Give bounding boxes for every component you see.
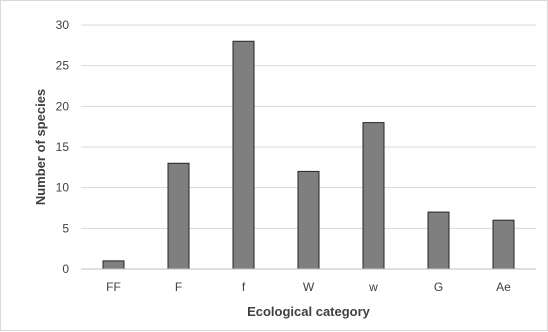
y-tick-label: 5: [62, 221, 69, 235]
bar-G: [427, 211, 450, 270]
x-tick-label: G: [434, 280, 443, 294]
x-tick-label: F: [175, 280, 182, 294]
bar-Ae: [492, 219, 515, 270]
bar-w: [362, 122, 385, 270]
x-tick-label: W: [303, 280, 315, 294]
y-tick-label: 15: [56, 140, 70, 154]
bar-FF: [102, 260, 125, 270]
x-axis-title: Ecological category: [247, 304, 371, 319]
y-tick-label: 0: [62, 262, 69, 276]
x-tick-label: FF: [106, 280, 121, 294]
bar-F: [167, 162, 190, 270]
y-tick-label: 10: [56, 181, 70, 195]
y-tick-labels: 0 5 10 15 20 25 30: [56, 18, 70, 276]
y-axis-title: Number of species: [33, 89, 48, 205]
bar-W: [297, 170, 320, 270]
x-tick-label: Ae: [496, 280, 511, 294]
y-tick-label: 30: [56, 18, 70, 32]
x-tick-label: f: [242, 280, 246, 294]
x-tick-label: w: [368, 280, 378, 294]
gridlines: [81, 24, 536, 229]
bars: [102, 40, 515, 270]
y-tick-label: 20: [56, 99, 70, 113]
y-tick-label: 25: [56, 59, 70, 73]
bar-f: [232, 40, 255, 270]
